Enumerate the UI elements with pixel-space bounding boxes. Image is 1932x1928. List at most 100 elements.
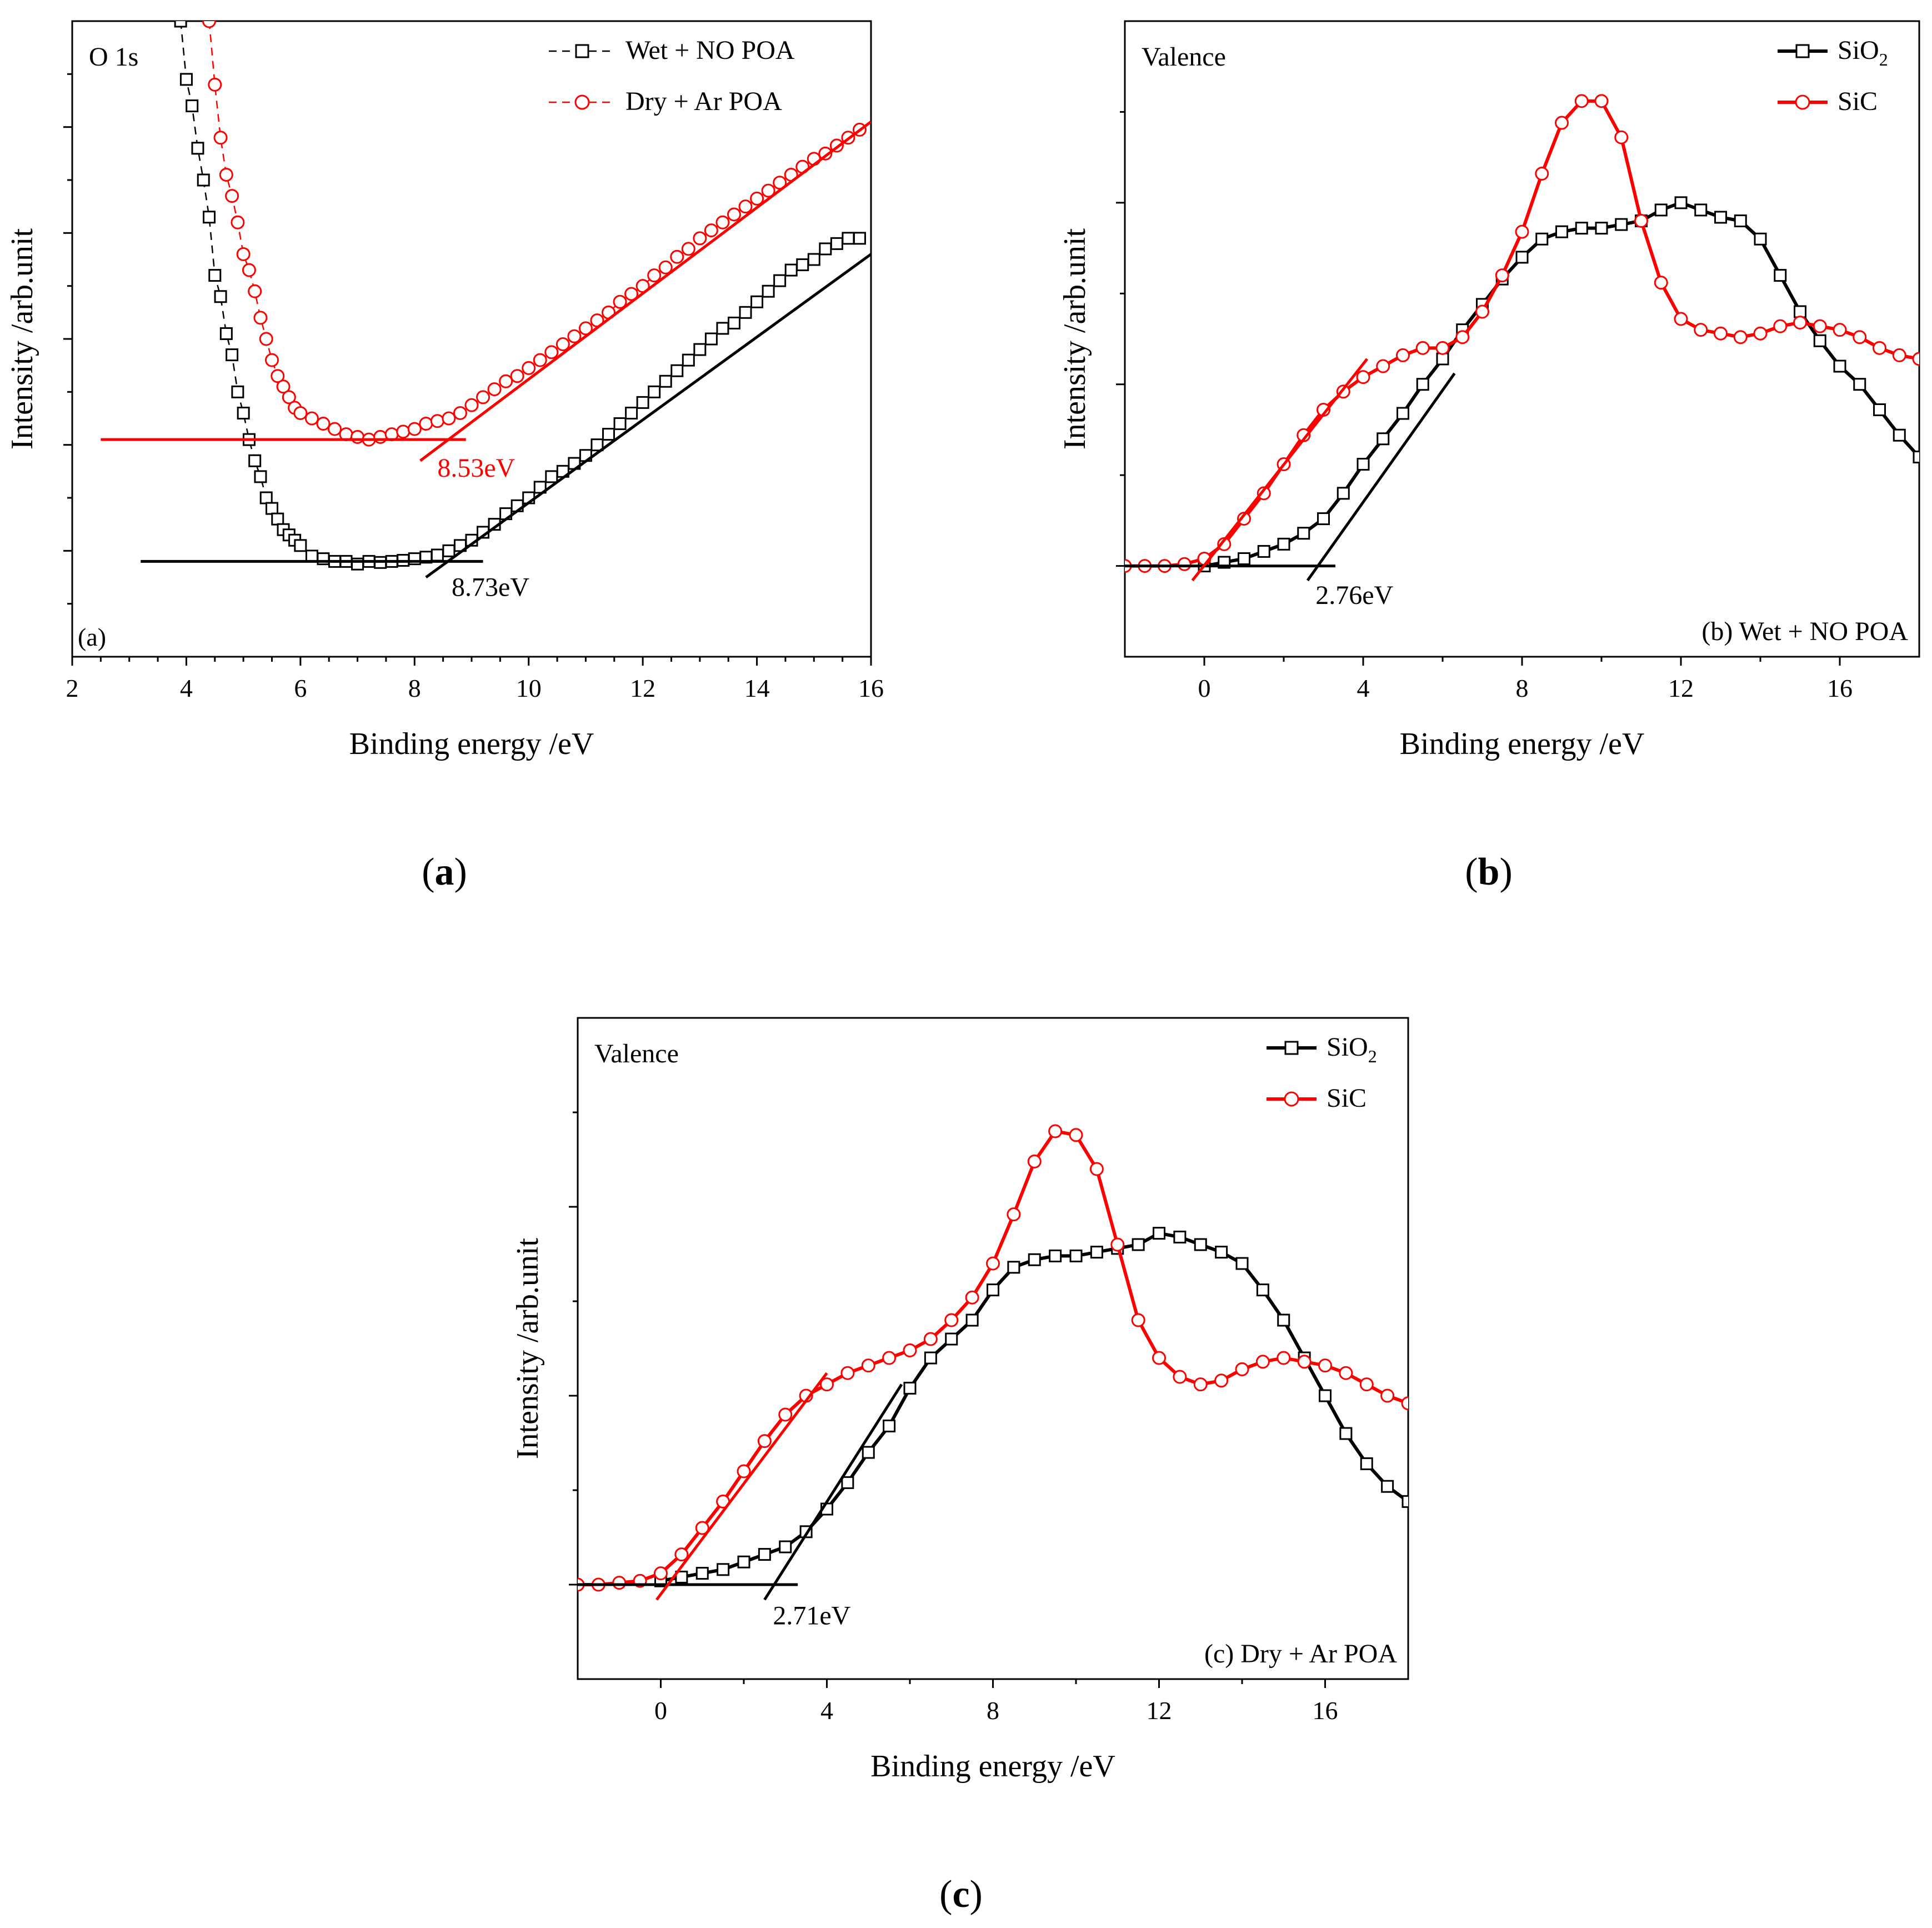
caption-b: (b) — [1465, 851, 1513, 893]
data-point — [522, 361, 536, 375]
data-point — [882, 1351, 897, 1365]
data-point — [1734, 214, 1747, 228]
data-point — [373, 429, 388, 444]
data-point — [924, 1351, 937, 1365]
data-point — [1714, 211, 1727, 224]
data-point — [1339, 1427, 1353, 1440]
data-point — [1813, 334, 1826, 347]
data-point — [757, 1434, 772, 1449]
data-point — [282, 390, 296, 404]
annotation-label: 2.76eV — [1315, 581, 1393, 610]
data-point — [1132, 1238, 1145, 1251]
data-point — [613, 294, 627, 309]
data-point — [883, 1419, 896, 1432]
series-line-1 — [208, 21, 860, 441]
data-point — [1873, 403, 1886, 416]
data-point — [590, 438, 604, 452]
data-point — [259, 491, 273, 505]
data-point — [779, 1540, 792, 1554]
data-point — [1515, 251, 1529, 264]
data-point — [762, 284, 775, 298]
data-point — [476, 390, 490, 404]
data-point — [1194, 1238, 1207, 1251]
data-point — [695, 1567, 709, 1580]
data-point — [1893, 428, 1906, 442]
x-tick-label: 8 — [1516, 674, 1529, 702]
data-point — [841, 1476, 854, 1489]
data-point — [717, 1563, 730, 1576]
x-tick-label: 6 — [294, 674, 307, 702]
data-point — [1027, 1154, 1042, 1168]
data-point — [1028, 1253, 1041, 1266]
data-point — [567, 329, 582, 343]
data-point — [1357, 458, 1370, 471]
panel-c-chart: 0 4 8 12 16 Binding energy /eV Intensity /arb.… — [510, 1017, 1409, 1784]
data-point — [226, 348, 239, 362]
legend-marker — [574, 94, 590, 110]
data-point — [659, 374, 672, 388]
data-point — [1237, 512, 1251, 526]
data-point — [1377, 432, 1390, 446]
panel-a-chart: 2 4 6 8 10 12 14 16 Binding energy /eV Intensity … — [5, 20, 884, 761]
y-axis-title: Intensity /arb.unit — [1058, 228, 1092, 449]
data-point — [1694, 323, 1708, 337]
data-point — [259, 332, 273, 346]
data-point — [704, 223, 718, 238]
corner-label: Valence — [594, 1039, 679, 1068]
data-point — [191, 142, 204, 155]
data-point — [1153, 1227, 1165, 1240]
data-point — [830, 237, 843, 250]
data-point — [840, 1366, 855, 1380]
data-point — [681, 242, 695, 256]
data-point — [773, 274, 787, 287]
data-point — [693, 231, 707, 246]
data-point — [1575, 222, 1588, 235]
data-point — [271, 512, 284, 526]
data-point — [1853, 378, 1866, 391]
data-point — [1007, 1261, 1020, 1274]
data-point — [237, 406, 250, 419]
data-point — [1356, 370, 1370, 384]
data-point — [1455, 330, 1470, 344]
fit-line — [1191, 358, 1369, 582]
panel-tag: (a) — [78, 623, 106, 651]
data-point — [1754, 232, 1767, 246]
data-point — [1574, 94, 1589, 108]
data-point — [1853, 330, 1867, 344]
data-point — [242, 263, 256, 277]
data-point — [1415, 341, 1430, 355]
data-point — [693, 343, 707, 356]
data-point — [796, 258, 809, 272]
data-point — [987, 1283, 999, 1297]
data-layer — [101, 21, 871, 579]
data-point — [1555, 225, 1568, 238]
plot-frame — [577, 1017, 1409, 1680]
data-point — [636, 396, 649, 409]
data-point — [1214, 1373, 1229, 1388]
data-point — [442, 544, 456, 557]
panel-b-chart: 0 4 8 12 16 Binding energy /eV Intensity /arb.… — [1058, 20, 1920, 761]
data-point — [903, 1381, 917, 1395]
data-point — [544, 345, 559, 359]
data-point — [1555, 116, 1569, 130]
x-tick-label: 0 — [654, 1696, 667, 1725]
x-axis-title: Binding energy /eV — [870, 1749, 1115, 1784]
x-tick-label: 16 — [1313, 1696, 1338, 1725]
data-point — [1131, 1313, 1145, 1327]
data-point — [1475, 304, 1489, 319]
data-point — [727, 207, 741, 222]
data-point — [1277, 537, 1290, 551]
data-point — [758, 1548, 771, 1561]
data-point — [965, 1313, 979, 1327]
data-layer — [1125, 94, 1919, 582]
data-point — [236, 247, 251, 261]
data-point — [1401, 1396, 1408, 1411]
data-point — [1317, 512, 1330, 526]
data-point — [1089, 1162, 1104, 1176]
legend-label: SiC — [1327, 1083, 1367, 1113]
data-point — [784, 263, 798, 277]
data-point — [1515, 224, 1529, 239]
data-point — [624, 287, 639, 301]
data-point — [1873, 341, 1886, 355]
